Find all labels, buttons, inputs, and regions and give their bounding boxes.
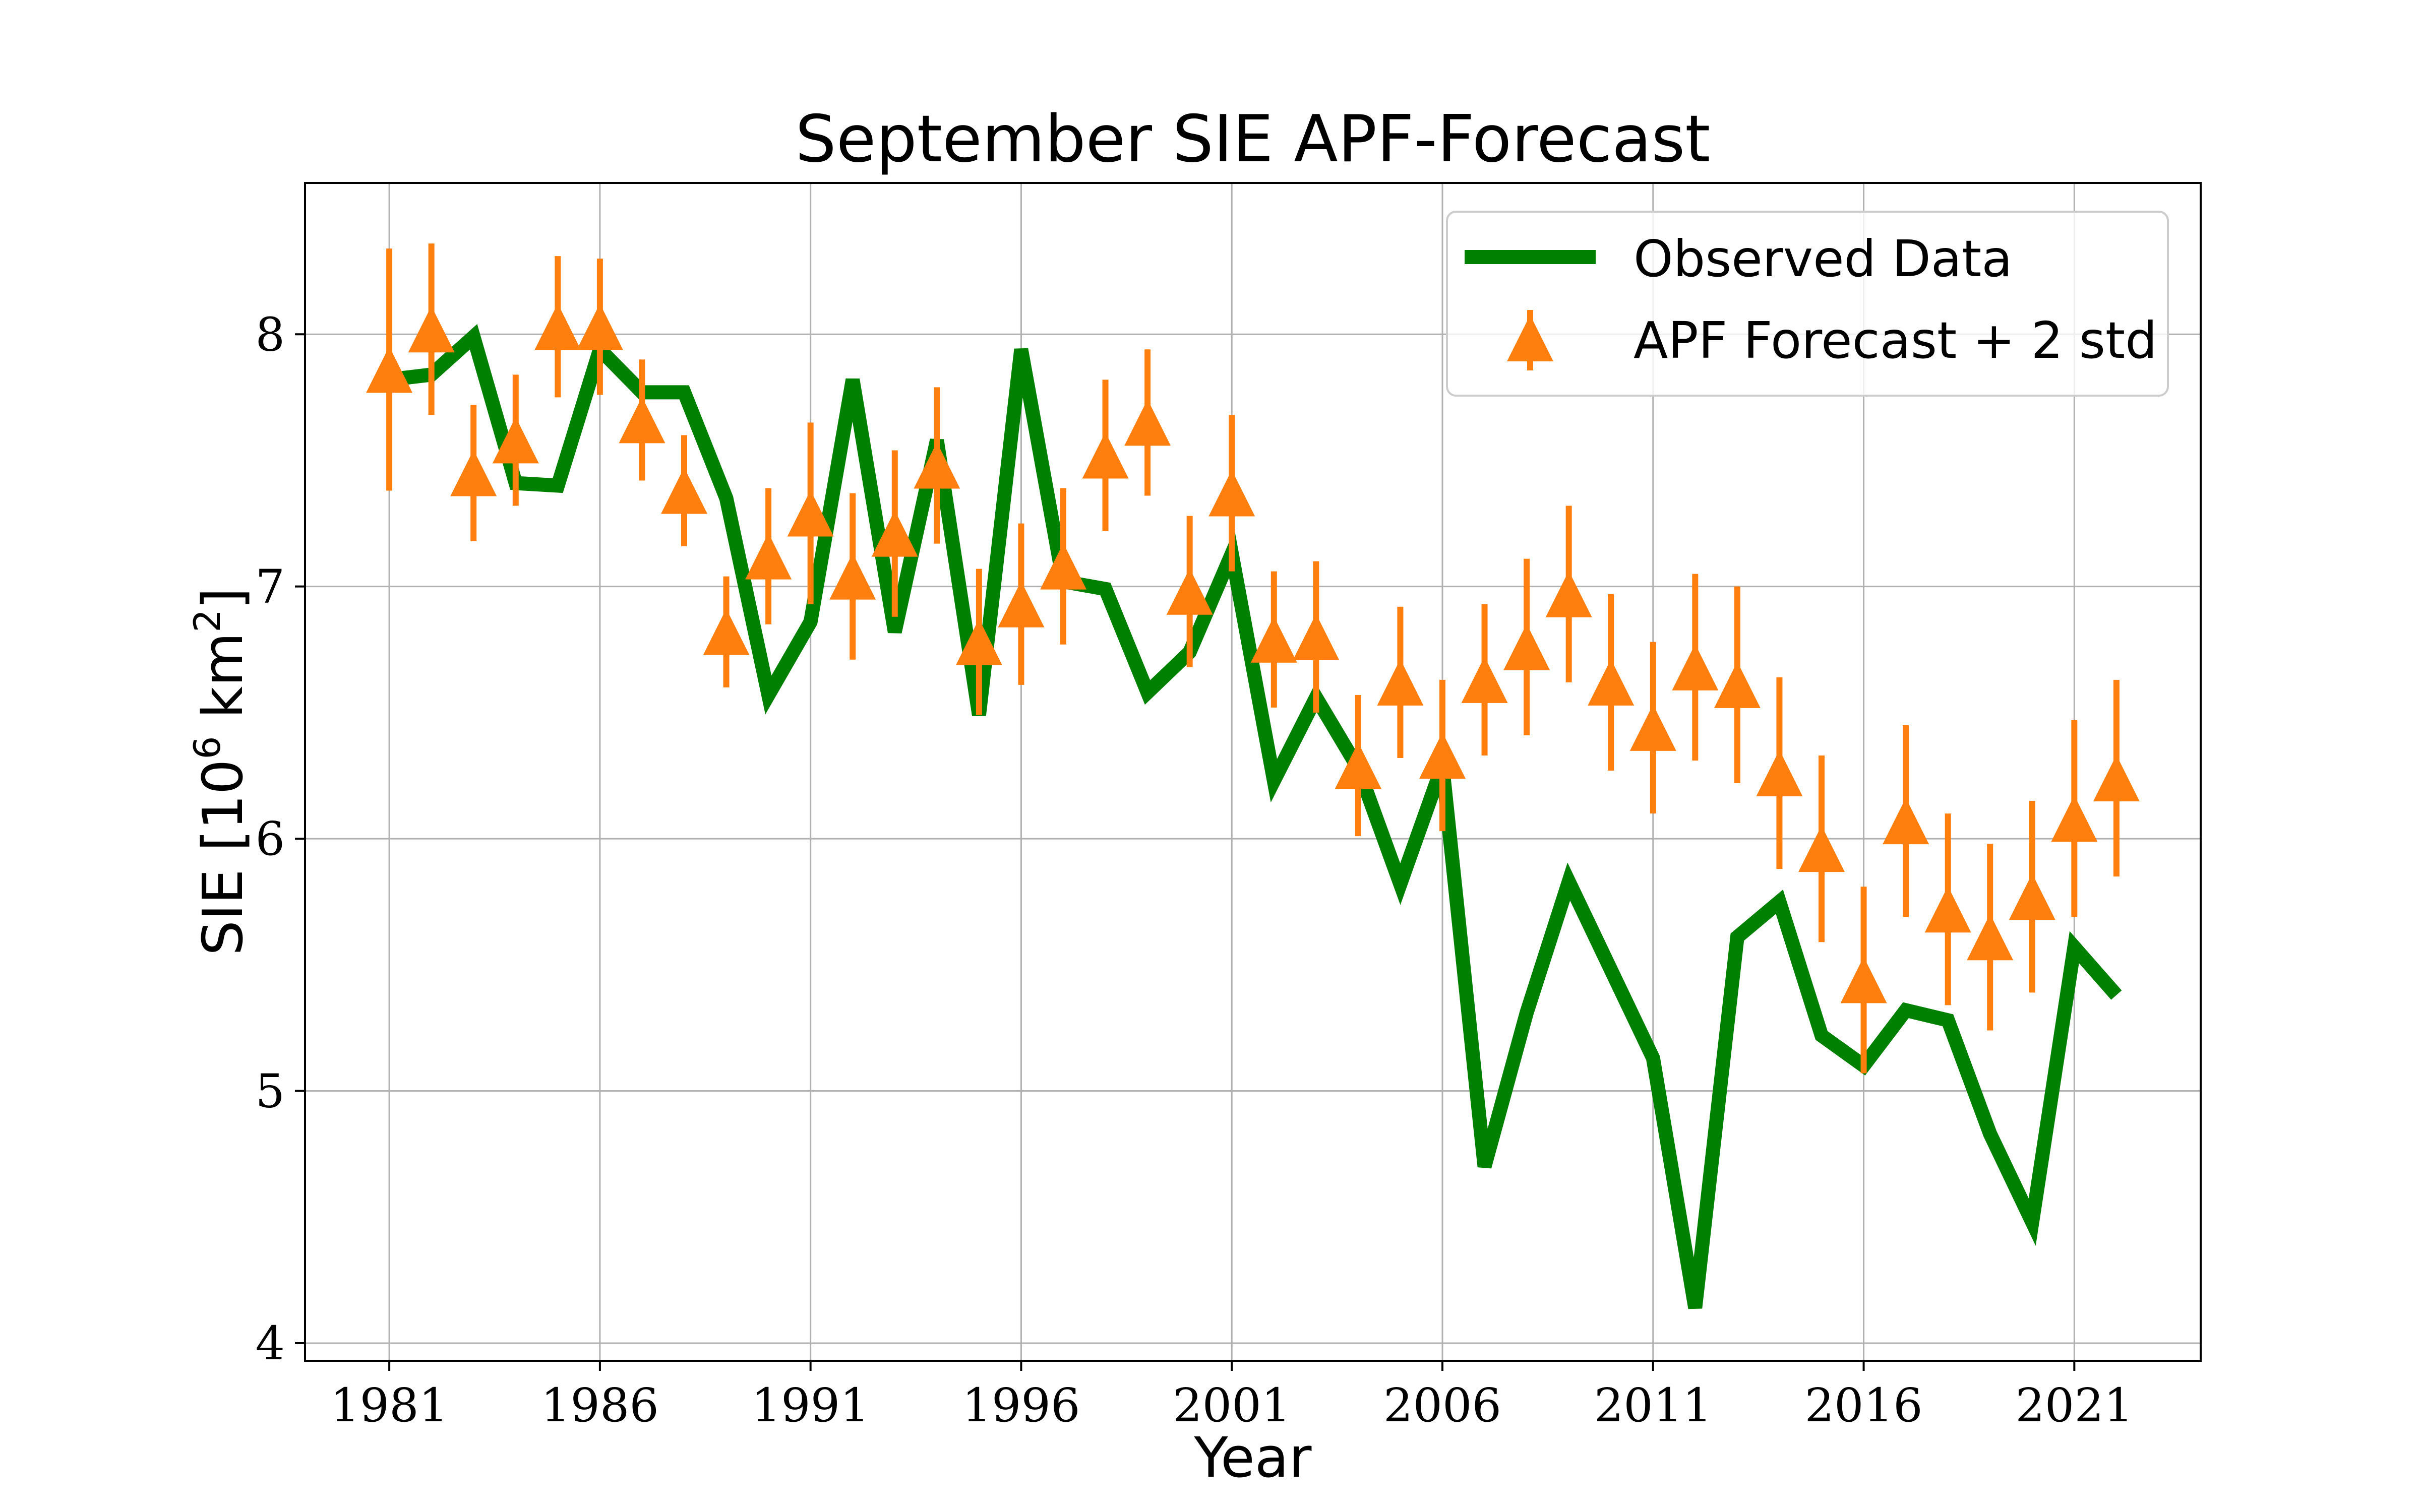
- legend-forecast-label: APF Forecast + 2 std: [1634, 311, 2157, 370]
- plot-frame: [304, 182, 2202, 1362]
- x-tick-label: 2021: [2015, 1378, 2133, 1432]
- forecast-marker: [1040, 543, 1086, 590]
- x-tick-label: 2001: [1173, 1378, 1291, 1432]
- legend-observed-label: Observed Data: [1634, 229, 2013, 288]
- forecast-marker: [787, 490, 834, 537]
- forecast-marker: [1208, 470, 1255, 517]
- x-tick-label: 2011: [1594, 1378, 1712, 1432]
- observed-data-line: [388, 324, 2122, 1309]
- forecast-marker: [1503, 623, 1550, 670]
- forecast-marker: [2009, 873, 2055, 920]
- x-tick-label: 1981: [330, 1378, 448, 1432]
- y-tick-label: 5: [255, 1064, 285, 1118]
- forecast-marker: [1883, 798, 1929, 845]
- forecast-marker: [1461, 656, 1508, 703]
- forecast-marker: [408, 306, 455, 353]
- forecast-marker: [1082, 432, 1129, 479]
- forecast-marker: [1124, 399, 1171, 446]
- y-tick-label: 8: [255, 307, 285, 361]
- chart-title: September SIE APF-Forecast: [796, 102, 1711, 177]
- y-tick-label: 6: [255, 812, 285, 866]
- forecast-marker: [1798, 826, 1845, 872]
- forecast-marker: [955, 618, 1002, 665]
- x-tick-label: 1986: [541, 1378, 659, 1432]
- forecast-marker: [2051, 795, 2098, 842]
- forecast-marker: [745, 533, 792, 580]
- legend-box: [1446, 211, 2169, 397]
- x-tick-label: 2016: [1804, 1378, 1922, 1432]
- forecast-marker: [1672, 644, 1719, 690]
- forecast-marker: [1545, 571, 1592, 617]
- y-tick-label: 4: [255, 1316, 285, 1370]
- legend-forecast-marker: [1507, 315, 1553, 361]
- forecast-marker: [703, 608, 750, 655]
- forecast-marker: [619, 397, 666, 444]
- axes: 1981 1986 1991 1996 2001 2006 2011 2016 2021 4 5 6 7…: [255, 307, 2133, 1432]
- forecast-marker: [1840, 957, 1887, 1003]
- forecast-marker: [871, 510, 918, 557]
- forecast-marker: [1293, 613, 1340, 660]
- y-tick-label: 7: [255, 560, 285, 614]
- x-tick-label: 1991: [752, 1378, 870, 1432]
- forecast-marker: [1967, 914, 2014, 961]
- forecast-marker: [1924, 886, 1971, 933]
- forecast-marker: [1588, 659, 1635, 706]
- forecast-marker: [829, 553, 876, 600]
- forecast-marker: [366, 346, 413, 393]
- legend: Observed Data APF Forecast + 2 std: [1446, 211, 2169, 397]
- forecast-marker: [1629, 704, 1676, 751]
- forecast-marker: [661, 467, 707, 514]
- forecast-marker: [1714, 661, 1761, 708]
- forecast-marker: [1756, 750, 1803, 797]
- x-tick-label: 1996: [962, 1378, 1080, 1432]
- forecast-marker: [576, 303, 623, 350]
- forecast-marker: [1335, 742, 1381, 789]
- forecast-marker: [1419, 732, 1466, 779]
- plot-area: [366, 243, 2140, 1309]
- y-axis-label: SIE [106 km2]: [186, 588, 255, 956]
- forecast-marker: [1250, 616, 1297, 663]
- forecast-marker: [914, 442, 960, 489]
- x-axis-label: Year: [1194, 1425, 1312, 1490]
- forecast-marker: [1377, 659, 1424, 706]
- forecast-marker: [492, 417, 539, 464]
- forecast-marker: [534, 303, 581, 350]
- forecast-marker: [998, 581, 1045, 627]
- forecast-marker: [2093, 755, 2140, 802]
- x-tick-label: 2006: [1383, 1378, 1501, 1432]
- forecast-marker: [450, 450, 497, 496]
- forecast-marker: [1166, 568, 1213, 615]
